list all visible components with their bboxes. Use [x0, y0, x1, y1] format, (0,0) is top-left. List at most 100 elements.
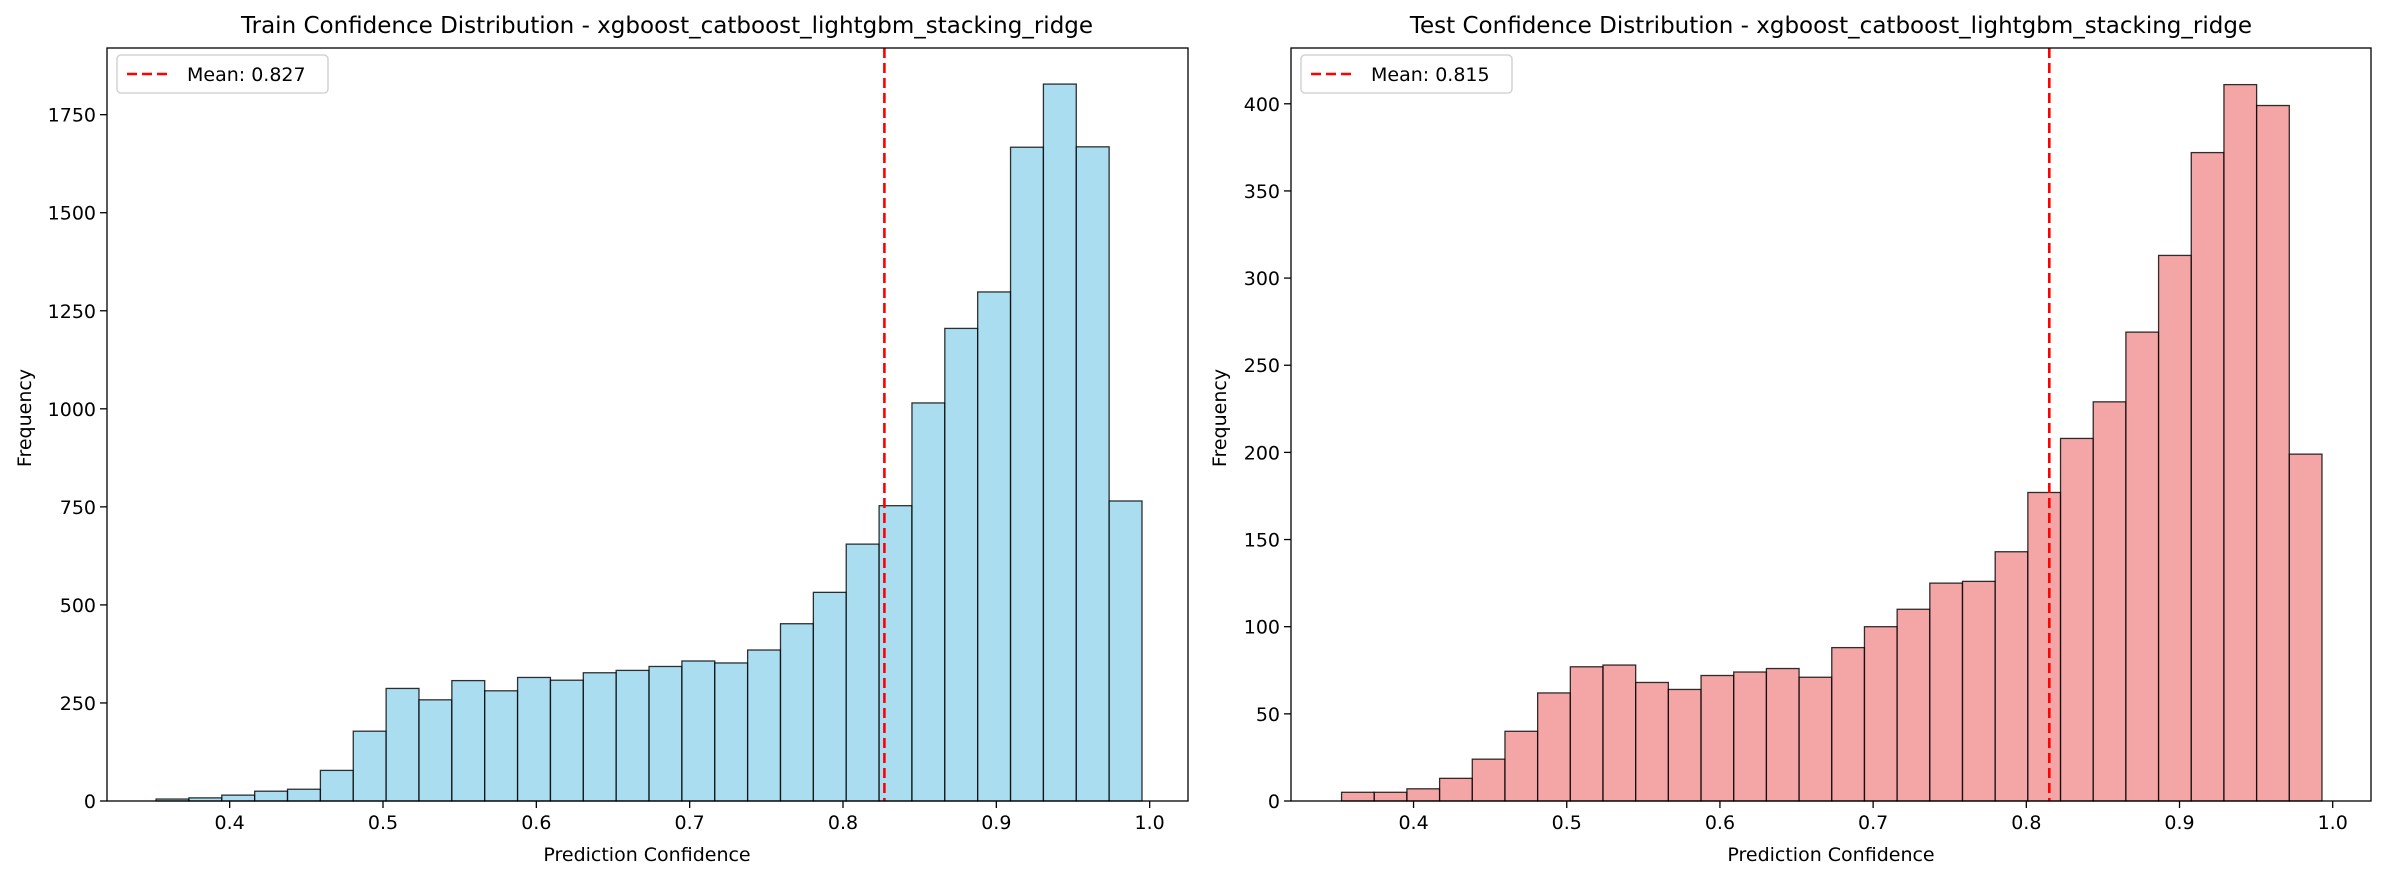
train-x-tick-label: 0.9	[981, 812, 1011, 834]
test-bar	[2059, 437, 2094, 802]
test-bar	[2157, 254, 2192, 802]
test-bar	[2255, 104, 2290, 802]
test-bar	[1667, 688, 1702, 802]
test-bar	[1733, 671, 1768, 802]
train-x-tick-label: 0.5	[368, 812, 398, 834]
test-bar	[2027, 491, 2062, 802]
train-bar	[484, 690, 519, 802]
test-y-tick-label: 50	[1256, 704, 1280, 726]
train-x-tick-label: 0.7	[675, 812, 705, 834]
train-bar	[648, 665, 683, 802]
train-bar	[944, 327, 979, 802]
train-y-tick-label: 750	[60, 497, 96, 519]
train-legend: Mean: 0.827	[116, 54, 329, 94]
test-bar	[1765, 667, 1800, 802]
test-bar	[1406, 788, 1441, 802]
test-y-axis-label: Frequency	[1209, 369, 1231, 467]
train-y-axis-label: Frequency	[14, 369, 36, 467]
train-bar	[254, 790, 289, 802]
train-x-axis-label: Prediction Confidence	[543, 844, 750, 866]
test-plot-frame	[1290, 47, 2372, 802]
train-bar	[451, 679, 486, 802]
test-y-tick-label: 150	[1244, 530, 1280, 552]
train-legend-label: Mean: 0.827	[187, 64, 306, 86]
test-x-tick-label: 1.0	[2318, 812, 2348, 834]
test-x-tick-label: 0.8	[2011, 812, 2041, 834]
train-y-tick-label: 1250	[48, 301, 96, 323]
test-x-tick-label: 0.6	[1705, 812, 1735, 834]
train-bar	[221, 794, 256, 802]
train-bar	[385, 687, 420, 802]
train-y-ticks: 0 250 500 750 1000 1250 1500 1750	[48, 105, 107, 813]
test-bar	[2288, 453, 2323, 802]
train-plot-frame	[106, 47, 1189, 802]
test-x-tick-label: 0.5	[1552, 812, 1582, 834]
test-bar	[2092, 401, 2127, 802]
test-bar	[1536, 692, 1571, 802]
train-bar	[977, 291, 1012, 802]
test-y-tick-label: 350	[1244, 181, 1280, 203]
train-bar	[1042, 83, 1077, 802]
train-bar	[418, 699, 453, 802]
test-y-tick-label: 250	[1244, 355, 1280, 377]
train-bar	[779, 623, 815, 802]
test-bar	[1635, 681, 1670, 802]
test-legend-label: Mean: 0.815	[1371, 64, 1490, 86]
train-bar	[1009, 146, 1045, 802]
train-chart: Train Confidence Distribution - xgboost_…	[14, 13, 1189, 866]
train-y-tick-label: 1500	[48, 203, 96, 225]
test-bar	[2125, 331, 2160, 802]
train-chart-title: Train Confidence Distribution - xgboost_…	[240, 13, 1093, 39]
test-y-tick-label: 100	[1244, 617, 1280, 639]
train-bar	[845, 543, 880, 802]
test-y-tick-label: 0	[1268, 791, 1280, 813]
train-bar	[615, 669, 650, 802]
test-legend-box	[1300, 54, 1513, 94]
test-chart-title: Test Confidence Distribution - xgboost_c…	[1409, 13, 2252, 39]
train-y-tick-label: 1750	[48, 105, 96, 127]
train-bars	[155, 83, 1143, 802]
test-x-ticks: 0.4 0.5 0.6 0.7 0.8 0.9 1.0	[1398, 801, 2348, 834]
test-bar	[1569, 666, 1604, 802]
test-legend: Mean: 0.815	[1300, 54, 1513, 94]
test-bar	[1994, 551, 2029, 802]
train-bar	[582, 672, 617, 802]
train-bar	[714, 662, 749, 802]
train-bar	[1075, 146, 1110, 802]
test-y-ticks: 0 50 100 150 200 250 300 350 400	[1244, 94, 1291, 813]
train-bar	[319, 769, 354, 802]
train-bar	[516, 676, 552, 802]
test-y-tick-label: 200	[1244, 442, 1280, 464]
test-x-tick-label: 0.9	[2164, 812, 2194, 834]
test-bar	[1373, 791, 1408, 802]
test-bar	[1798, 676, 1833, 802]
test-bar	[2223, 83, 2258, 802]
test-bars	[1340, 83, 2323, 802]
train-bar	[681, 660, 716, 802]
test-bar	[2190, 151, 2225, 802]
train-y-tick-label: 0	[84, 791, 96, 813]
train-bar	[286, 788, 322, 802]
train-x-tick-label: 0.6	[521, 812, 551, 834]
train-bar	[911, 402, 946, 802]
test-bar	[1504, 730, 1539, 802]
test-y-tick-label: 400	[1244, 94, 1280, 116]
train-bar	[352, 730, 387, 802]
test-bar	[1863, 626, 1898, 802]
test-bar	[1896, 608, 1931, 802]
test-bar	[1602, 664, 1637, 802]
test-bar	[1471, 758, 1506, 802]
train-bar	[1108, 500, 1143, 802]
train-x-ticks: 0.4 0.5 0.6 0.7 0.8 0.9 1.0	[215, 801, 1165, 834]
test-bar	[1438, 777, 1473, 802]
test-bar	[1961, 580, 1996, 802]
test-y-tick-label: 300	[1244, 268, 1280, 290]
test-bar	[1831, 646, 1866, 802]
train-bar	[549, 679, 584, 802]
test-bar	[1929, 582, 1964, 802]
test-bar	[1340, 791, 1375, 802]
test-bar	[1700, 674, 1735, 802]
test-x-axis-label: Prediction Confidence	[1727, 844, 1934, 866]
